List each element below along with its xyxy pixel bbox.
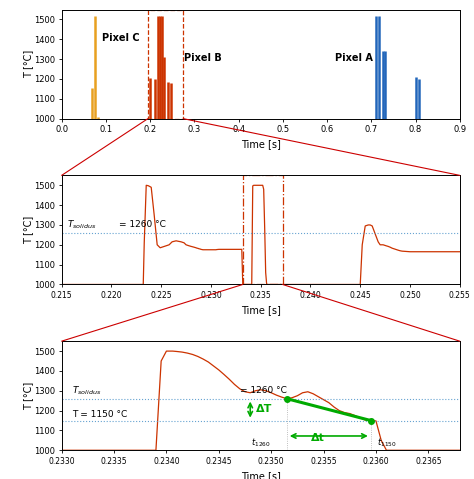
Text: T = 1150 °C: T = 1150 °C xyxy=(72,410,128,419)
X-axis label: Time [s]: Time [s] xyxy=(241,471,281,479)
Bar xyxy=(243,175,283,285)
Text: = 1260 °C: = 1260 °C xyxy=(240,386,287,395)
X-axis label: Time [s]: Time [s] xyxy=(241,139,281,149)
Y-axis label: T [°C]: T [°C] xyxy=(23,50,33,78)
Text: Pixel B: Pixel B xyxy=(184,53,222,63)
Text: ΔT: ΔT xyxy=(255,404,272,413)
Y-axis label: T [°C]: T [°C] xyxy=(23,216,33,244)
Text: Δt: Δt xyxy=(311,433,325,443)
Text: $T_\mathregular{solidus}$: $T_\mathregular{solidus}$ xyxy=(72,384,101,397)
Text: $t_{1260}$: $t_{1260}$ xyxy=(251,437,271,449)
Text: Pixel A: Pixel A xyxy=(335,53,373,63)
Text: $t_{1150}$: $t_{1150}$ xyxy=(376,437,396,449)
Y-axis label: T [°C]: T [°C] xyxy=(23,382,33,410)
Text: $T_\mathregular{solidus}$: $T_\mathregular{solidus}$ xyxy=(66,218,96,231)
Text: = 1260 °C: = 1260 °C xyxy=(119,220,166,229)
Text: Pixel C: Pixel C xyxy=(102,34,140,43)
X-axis label: Time [s]: Time [s] xyxy=(241,305,281,315)
Bar xyxy=(148,10,183,119)
